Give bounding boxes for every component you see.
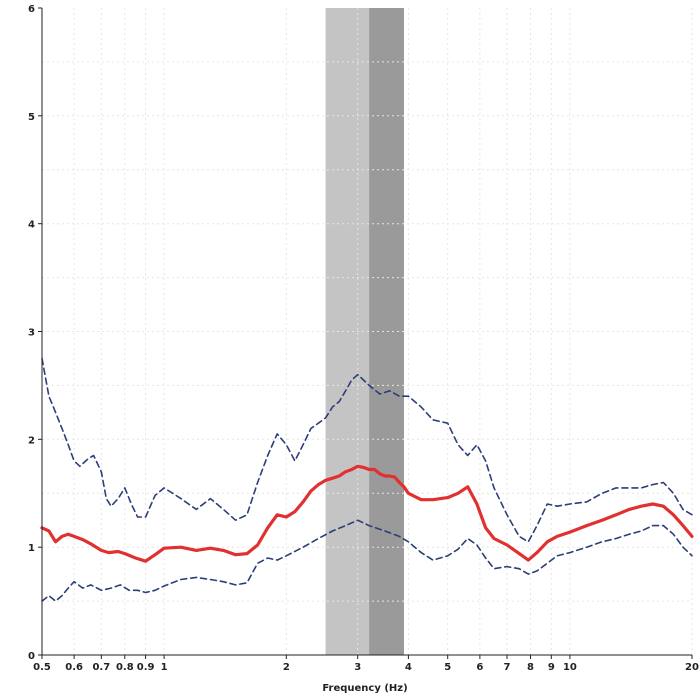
y-tick-label: 2 [28,435,35,446]
y-tick-label: 1 [28,543,35,554]
x-tick-label: 0.7 [92,662,110,673]
x-tick-label: 0.8 [116,662,134,673]
x-tick-label: 20 [685,662,699,673]
series-line-bound [41,357,693,543]
y-tick-label: 5 [28,112,35,123]
series-line-bound [41,519,693,602]
x-tick-label: 0.5 [33,662,51,673]
x-tick-label: 8 [527,662,534,673]
x-tick-label: 6 [476,662,483,673]
y-tick-label: 6 [28,4,35,15]
x-tick-label: 3 [354,662,361,673]
gridlines [41,8,693,655]
x-axis-label: Frequency (Hz) [322,683,407,694]
x-tick-label: 7 [504,662,511,673]
x-tick-label: 0.6 [65,662,83,673]
x-tick-label: 0.9 [137,662,155,673]
y-tick-label: 3 [28,328,35,339]
x-tick-label: 9 [548,662,555,673]
tick-labels: 0.5 0.6 0.7 0.8 0.9 1 2 3 4 5 6 7 8 9 10 20 0 1 2 3 4 5 6 [28,4,699,673]
y-tick-label: 4 [28,220,35,231]
series-line-mean [40,464,694,563]
x-tick-label: 2 [283,662,290,673]
x-tick-label: 10 [563,662,577,673]
x-tick-label: 4 [405,662,412,673]
x-tick-label: 5 [444,662,451,673]
y-tick-label: 0 [28,651,35,662]
data-lines [40,357,694,602]
x-tick-label: 1 [161,662,168,673]
